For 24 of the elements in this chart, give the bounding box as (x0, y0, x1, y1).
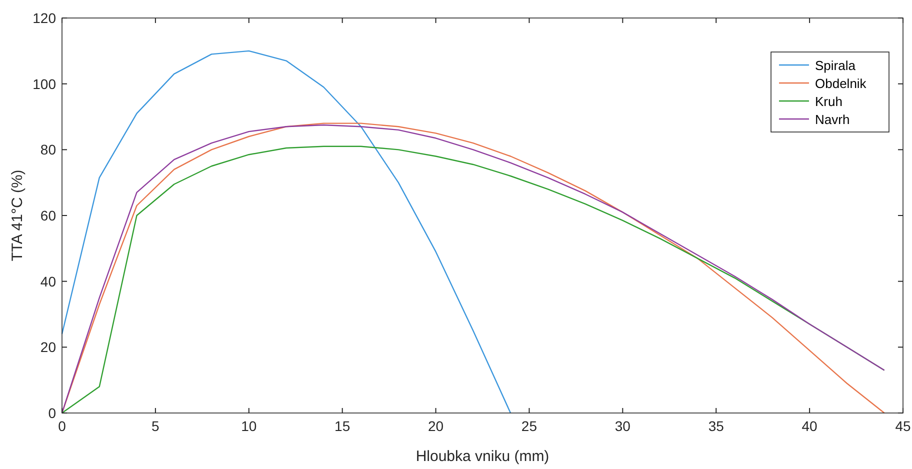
y-tick-label: 120 (32, 10, 56, 26)
x-tick-label: 15 (334, 418, 350, 434)
x-tick-label: 20 (428, 418, 444, 434)
legend-label: Navrh (815, 112, 850, 127)
x-tick-label: 0 (58, 418, 66, 434)
y-axis-title: TTA 41°C (%) (9, 170, 26, 262)
x-tick-label: 45 (895, 418, 911, 434)
x-tick-label: 25 (521, 418, 538, 434)
x-tick-label: 10 (241, 418, 257, 434)
x-axis-title: Hloubka vniku (mm) (416, 448, 550, 465)
x-tick-label: 40 (802, 418, 818, 434)
x-tick-label: 35 (708, 418, 724, 434)
legend-label: Obdelnik (815, 76, 867, 91)
x-tick-label: 5 (152, 418, 160, 434)
y-tick-label: 20 (40, 339, 56, 356)
y-tick-label: 100 (32, 76, 56, 92)
x-tick-label: 30 (614, 418, 631, 434)
line-series (61, 50, 512, 414)
y-tick-label: 40 (40, 273, 56, 290)
y-tick-label: 80 (40, 142, 56, 158)
y-tick-label: 60 (40, 208, 56, 224)
legend-label: Spirala (815, 58, 856, 73)
y-tick-label: 0 (48, 405, 56, 421)
legend-label: Kruh (815, 94, 842, 109)
